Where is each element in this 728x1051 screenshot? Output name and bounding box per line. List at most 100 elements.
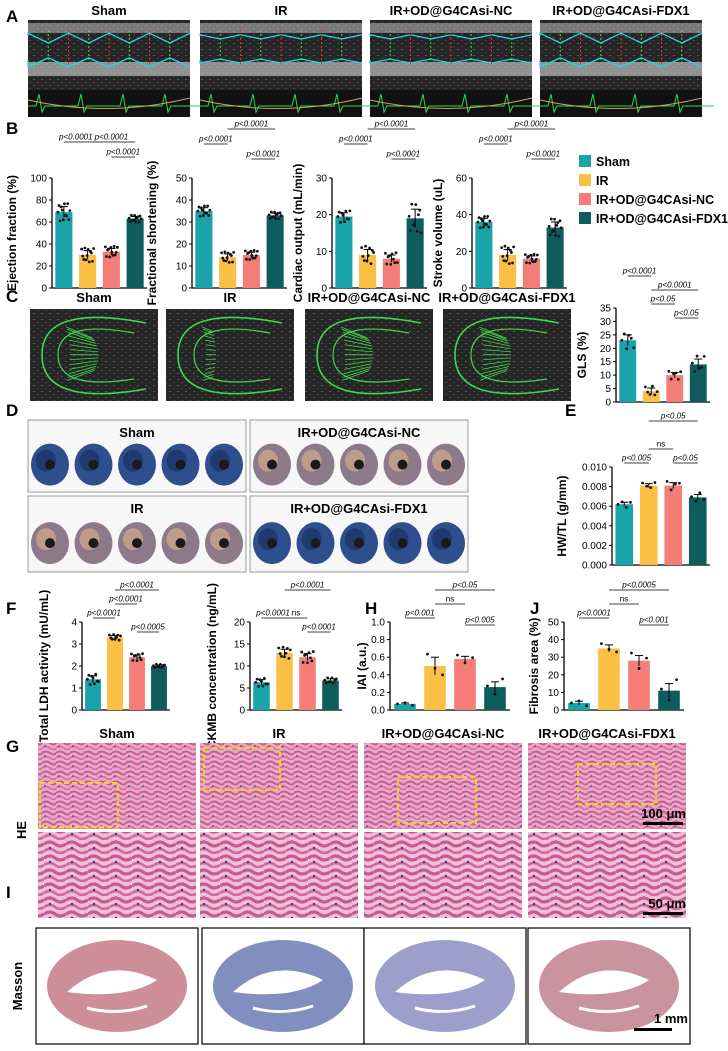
data-point: [655, 390, 659, 393]
p-value-label: p<0.05: [650, 295, 676, 304]
panel-label-a: A: [6, 7, 18, 26]
data-point: [110, 250, 114, 254]
data-point: [653, 481, 657, 484]
data-point: [368, 246, 372, 250]
data-point: [616, 502, 620, 506]
respiration-trace: [27, 97, 191, 110]
data-point: [410, 202, 414, 206]
data-point: [690, 495, 693, 499]
data-point: [245, 257, 248, 261]
data-point: [253, 256, 257, 260]
strain-vector: [69, 339, 97, 347]
data-point: [60, 208, 64, 212]
data-point: [417, 213, 420, 217]
legend-label-2: IR+OD@G4CAsi-NC: [596, 193, 714, 207]
panel-label-c: C: [6, 287, 18, 306]
y-tick-label: 10: [234, 662, 246, 673]
speckle-image-3: [443, 309, 571, 401]
data-point: [693, 370, 697, 373]
y-tick-label: 10: [600, 371, 612, 382]
data-point: [329, 680, 332, 683]
p-value-label: p<0.0001: [198, 135, 233, 144]
masson-panel: 1 mm Masson: [10, 927, 691, 1045]
data-point: [645, 656, 648, 660]
data-point: [88, 683, 92, 686]
myocardium-outer: [316, 316, 422, 395]
data-point: [87, 673, 91, 677]
data-point: [667, 369, 671, 373]
y-tick-label: 15: [234, 640, 246, 651]
p-value-label: p<0.05: [673, 309, 699, 318]
data-point: [487, 225, 491, 229]
data-point: [310, 659, 314, 663]
myocardium-inner: [193, 328, 271, 383]
data-point: [116, 633, 120, 637]
p-value-label: p<0.0001: [338, 135, 373, 144]
legend-label-0: Sham: [596, 155, 630, 169]
y-tick-label: 50: [548, 618, 560, 629]
panel-label-f: F: [6, 599, 16, 618]
bar-Sham: [615, 504, 634, 565]
strain-vector: [69, 349, 98, 353]
echo-image-3: [539, 20, 714, 117]
data-point: [285, 646, 289, 650]
strain-vector: [205, 362, 216, 366]
he-histology-panel: Sham IR IR+OD@G4CAsi-NC IR+OD@G4CAsi-FDX1 10…: [14, 726, 686, 918]
data-point: [645, 484, 649, 488]
data-point: [119, 634, 122, 638]
y-axis-title: GLS (%): [575, 332, 589, 379]
data-point: [278, 211, 282, 215]
y-tick-label: 0.4: [371, 670, 385, 681]
data-point: [154, 662, 158, 666]
ecg-trace: [370, 93, 544, 114]
data-point: [481, 225, 485, 229]
p-value-label: p<0.005: [464, 616, 495, 625]
iai-chart: 0.0 0.2 0.4 0.6 0.8 1.0 IAI (a.u.) p<0.001 ns p<0…: [355, 581, 510, 717]
data-point: [407, 214, 411, 218]
data-point: [221, 256, 225, 260]
ventricle-lumen: [67, 970, 157, 995]
wall-band: [200, 62, 362, 76]
data-point: [403, 701, 407, 705]
data-point: [532, 252, 536, 256]
data-point: [372, 251, 376, 254]
photo-ir-nc: IR+OD@G4CAsi-NC: [249, 419, 469, 493]
strain-vector: [69, 344, 98, 350]
data-point: [112, 245, 116, 248]
y-tick-label: 20: [234, 618, 246, 629]
y-tick-label: 5: [239, 684, 245, 695]
zoom-region: [577, 763, 657, 805]
heart-lumen: [88, 459, 99, 470]
speckle-title-1: IR: [224, 290, 238, 305]
masson-image-0: [35, 927, 199, 1045]
p-value-label: ns: [292, 609, 300, 618]
data-point: [525, 261, 528, 265]
bar-IR+OD@G4CAsi-NC: [242, 255, 260, 288]
cyan-contour: [539, 32, 703, 44]
data-point: [570, 701, 573, 705]
data-point: [63, 202, 66, 206]
data-point: [370, 248, 374, 252]
data-point: [556, 221, 560, 224]
bar-IR+OD@G4CAsi-NC: [382, 258, 400, 288]
bar-IR+OD@G4CAsi-NC: [522, 258, 540, 288]
p-value-label: p<0.0001: [525, 150, 560, 159]
data-point: [493, 692, 497, 696]
data-point: [528, 261, 532, 265]
y-tick-label: 20: [456, 247, 468, 258]
strain-vector: [344, 357, 373, 361]
myocardium-outer: [177, 316, 283, 395]
data-point: [138, 214, 142, 218]
data-point: [276, 212, 280, 215]
data-point: [160, 666, 164, 669]
data-point: [265, 682, 269, 686]
y-tick-label: 100: [30, 174, 47, 185]
strain-vector: [482, 344, 511, 350]
data-point: [105, 255, 108, 258]
strain-vector: [202, 326, 212, 332]
data-point: [625, 347, 628, 351]
data-point: [667, 698, 671, 702]
data-point: [702, 498, 706, 501]
